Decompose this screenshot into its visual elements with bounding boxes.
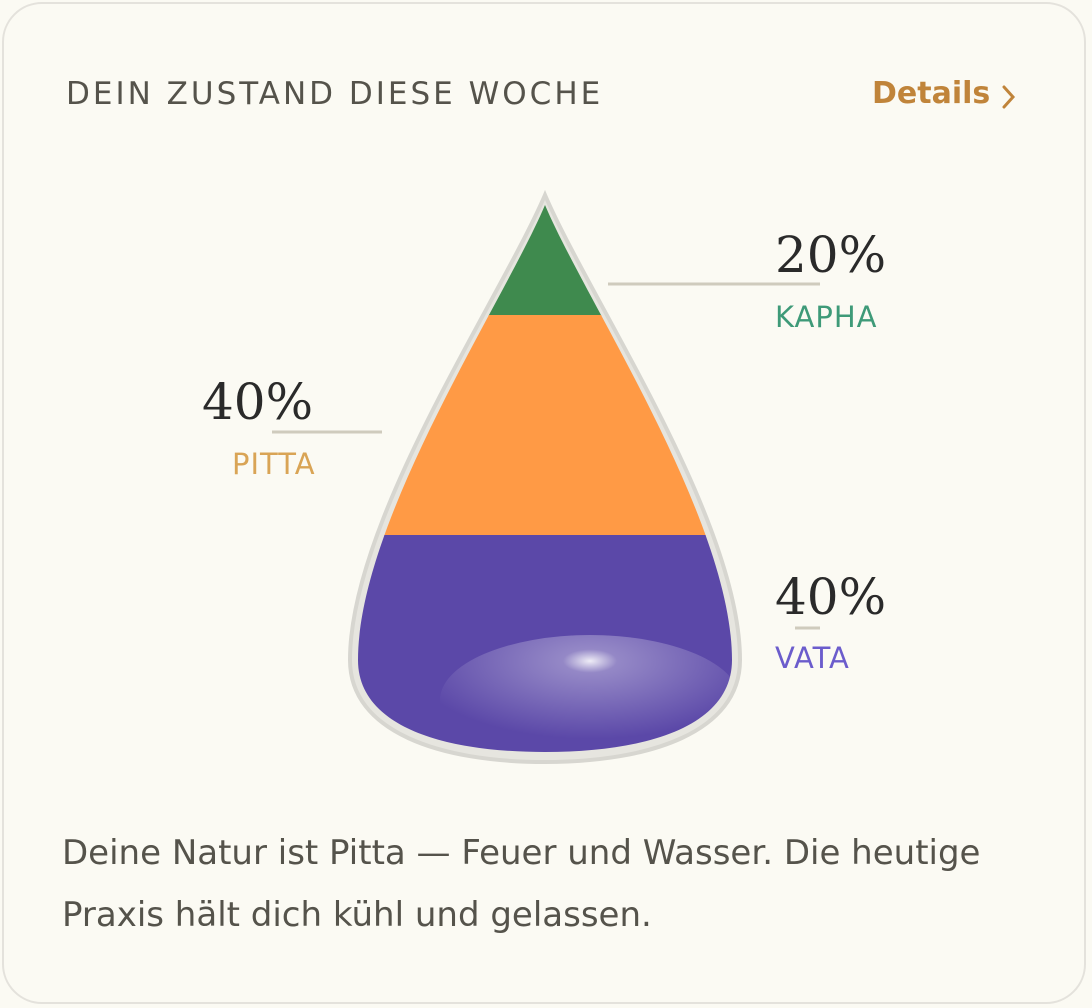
drop-segment <box>358 205 732 316</box>
drop-shine <box>440 635 732 752</box>
segment-label: VATA <box>775 641 850 675</box>
segment-label: KAPHA <box>775 300 878 334</box>
drop-segment <box>358 315 732 536</box>
description: Deine Natur ist Pitta — Feuer und Wasser… <box>62 833 981 935</box>
value-label: 20% <box>775 226 887 284</box>
details-link[interactable]: Details <box>872 76 991 111</box>
leaders <box>272 282 820 630</box>
value-label: 40% <box>202 373 314 431</box>
segment-label: PITTA <box>232 447 316 481</box>
chevron-icon[interactable] <box>1000 84 1018 110</box>
card-title: DEIN ZUSTAND DIESE WOCHE <box>66 76 604 112</box>
value-label: 40% <box>775 568 887 626</box>
